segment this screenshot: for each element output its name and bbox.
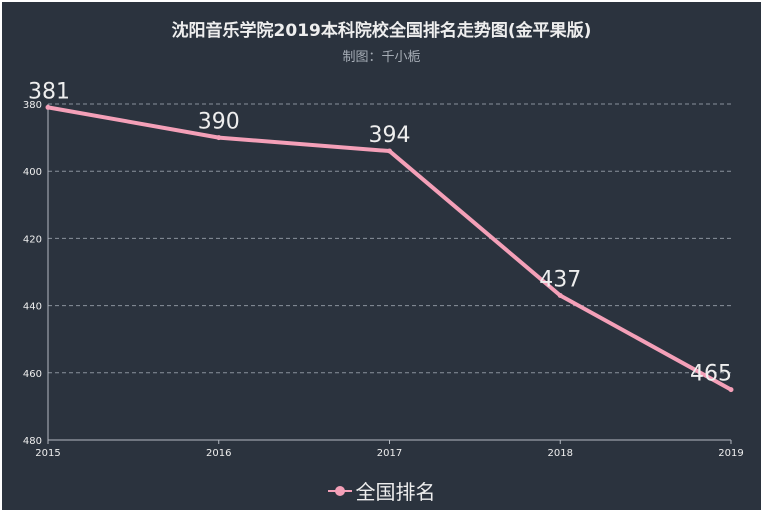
y-tick-label: 460 bbox=[23, 369, 42, 380]
y-tick-label: 400 bbox=[23, 167, 42, 178]
data-label: 465 bbox=[690, 362, 732, 387]
x-tick-label: 2018 bbox=[548, 448, 573, 459]
data-point bbox=[387, 148, 392, 154]
chart-panel: 沈阳音乐学院2019本科院校全国排名走势图(金平果版) 制图：千小栀 380 40… bbox=[2, 2, 761, 510]
legend[interactable]: 全国排名 bbox=[2, 476, 761, 505]
data-label: 381 bbox=[28, 79, 70, 104]
x-tick-label: 2019 bbox=[718, 448, 743, 459]
x-tick-label: 2016 bbox=[206, 448, 231, 459]
legend-label: 全国排名 bbox=[355, 480, 436, 504]
x-tick-label: 2015 bbox=[35, 448, 60, 459]
data-point bbox=[216, 135, 222, 141]
x-tick-label: 2017 bbox=[377, 448, 402, 459]
data-point bbox=[557, 293, 563, 299]
chart-subtitle: 制图：千小栀 bbox=[342, 50, 421, 65]
data-label: 390 bbox=[198, 110, 240, 135]
data-label: 437 bbox=[539, 268, 581, 293]
y-tick-label: 440 bbox=[23, 302, 42, 313]
y-tick-label: 420 bbox=[23, 234, 42, 245]
chart-title: 沈阳音乐学院2019本科院校全国排名走势图(金平果版) bbox=[171, 21, 592, 41]
y-tick-label: 480 bbox=[23, 436, 42, 447]
data-point bbox=[45, 104, 51, 110]
y-tick-label: 380 bbox=[23, 100, 42, 111]
data-label: 394 bbox=[369, 123, 411, 148]
legend-line-marker-icon bbox=[327, 484, 352, 498]
data-point bbox=[728, 387, 734, 393]
